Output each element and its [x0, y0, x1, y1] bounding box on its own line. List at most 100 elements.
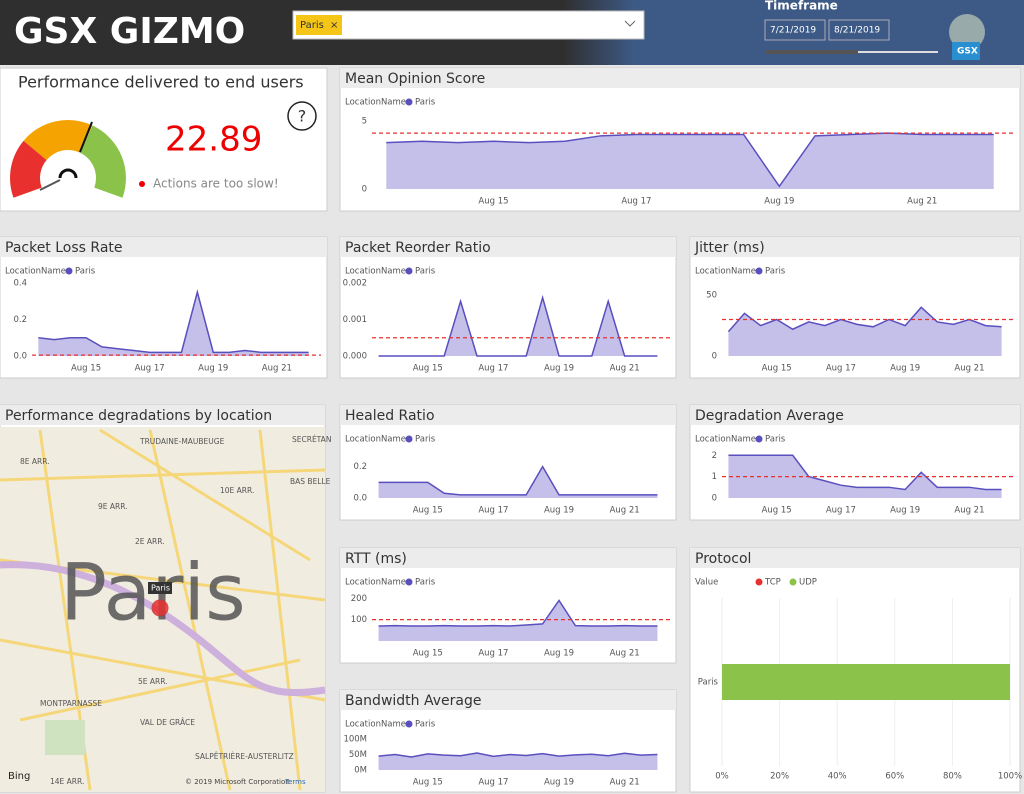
legend-title: LocationName	[695, 435, 756, 445]
area	[378, 753, 658, 770]
kpi-value: 22.89	[165, 120, 262, 160]
map-label: MONTPARNASSE	[40, 699, 102, 708]
legend-swatch	[755, 578, 763, 586]
legend-title: LocationName	[345, 98, 406, 108]
y-tick-label: 0.0	[13, 352, 27, 362]
map-label: TRUDAINE-MAUBEUGE	[139, 437, 225, 446]
map-copyright: © 2019 Microsoft Corporation	[185, 778, 290, 786]
panel	[339, 236, 677, 379]
y-tick-label: 100	[351, 615, 367, 625]
slicer[interactable]	[292, 10, 645, 40]
legend-title: LocationName	[345, 435, 406, 445]
legend-label: UDP	[799, 578, 817, 588]
x-tick-label: Aug 15	[413, 649, 443, 659]
chip-close[interactable]: ×	[330, 20, 338, 31]
map-label: 2E ARR.	[135, 537, 165, 546]
mascot-badge: GSX	[957, 47, 978, 57]
line	[727, 306, 1002, 333]
panel-header	[340, 405, 676, 425]
x-tick-label: Aug 19	[890, 364, 920, 374]
y-tick-label: 0.001	[343, 315, 367, 325]
y-tick-label: 50	[706, 291, 717, 301]
panel-header	[0, 405, 325, 425]
legend-label: Paris	[415, 578, 436, 588]
mascot-head	[949, 14, 985, 50]
line	[378, 752, 658, 758]
map-park	[45, 720, 85, 755]
timeframe-label: Timeframe	[765, 0, 838, 13]
map-label: 14E ARR.	[50, 777, 84, 786]
area	[386, 133, 994, 189]
panel-title: Jitter (ms)	[694, 240, 765, 256]
area	[378, 297, 658, 356]
x-tick-label: Aug 21	[610, 506, 640, 516]
y-tick-label: 1	[712, 472, 717, 482]
gauge-needle	[79, 121, 93, 153]
x-tick-label: 80%	[943, 772, 962, 782]
help-icon[interactable]	[287, 101, 317, 131]
legend-swatch	[405, 267, 413, 275]
panel-header	[690, 405, 1020, 425]
x-tick-label: 0%	[715, 772, 729, 782]
x-tick-label: Aug 21	[954, 506, 984, 516]
x-tick-label: Aug 15	[762, 364, 792, 374]
y-tick-label: 5	[362, 116, 367, 126]
x-tick-label: Aug 15	[762, 506, 792, 516]
x-tick-label: Aug 19	[544, 506, 574, 516]
x-tick-label: Aug 15	[71, 364, 101, 374]
y-tick-label: 0.0	[353, 494, 367, 504]
map-road	[19, 658, 301, 722]
x-tick-label: Aug 17	[826, 364, 856, 374]
slicer-chip[interactable]	[296, 15, 342, 35]
panel	[0, 236, 328, 379]
date-from[interactable]	[764, 19, 826, 41]
mascot-body	[952, 42, 980, 60]
map-label: 9E ARR.	[98, 502, 128, 511]
panel-header	[690, 237, 1020, 257]
panel-header	[340, 237, 676, 257]
dropdown-arrow[interactable]	[624, 20, 636, 27]
legend-label: Paris	[415, 435, 436, 445]
x-tick-label: Aug 21	[954, 364, 984, 374]
legend-label: Paris	[415, 267, 436, 277]
line	[378, 599, 658, 627]
gauge-pointer	[39, 179, 61, 191]
panel-title: Mean Opinion Score	[345, 71, 485, 87]
panel-title: Packet Reorder Ratio	[345, 240, 491, 256]
panel-title: Performance degradations by location	[5, 408, 272, 424]
legend-title: Value	[695, 578, 718, 588]
legend-swatch	[755, 267, 763, 275]
map-road	[0, 468, 326, 482]
x-tick-label: Aug 21	[610, 649, 640, 659]
line	[38, 289, 309, 354]
date-to[interactable]	[828, 19, 890, 41]
bar	[722, 664, 1010, 700]
panel	[689, 236, 1021, 379]
panel-header	[340, 690, 676, 710]
date-from-text: 7/21/2019	[770, 26, 816, 36]
gauge-orange	[23, 120, 93, 160]
map-label: VAL DE GRÂCE	[140, 718, 195, 727]
x-tick-label: Aug 19	[544, 649, 574, 659]
legend-label: Paris	[415, 720, 436, 730]
y-tick-label: 200	[351, 594, 367, 604]
help-icon-text: ?	[298, 107, 307, 126]
status-dot	[139, 181, 145, 187]
map-marker-label: Paris	[151, 584, 170, 593]
line	[378, 465, 658, 496]
map-label: 5E ARR.	[138, 677, 168, 686]
area	[728, 455, 1002, 498]
x-tick-label: Aug 17	[135, 364, 165, 374]
map-marker	[151, 599, 169, 617]
x-tick-label: 40%	[828, 772, 847, 782]
map-provider: Bing	[8, 771, 30, 782]
y-tick-label: 0.2	[353, 462, 367, 472]
map-road	[148, 429, 232, 791]
legend-title: LocationName	[345, 720, 406, 730]
line	[728, 454, 1002, 491]
line	[378, 294, 658, 357]
legend-swatch	[405, 720, 413, 728]
area	[378, 600, 658, 641]
legend-label: Paris	[765, 435, 786, 445]
legend-swatch	[755, 435, 763, 443]
